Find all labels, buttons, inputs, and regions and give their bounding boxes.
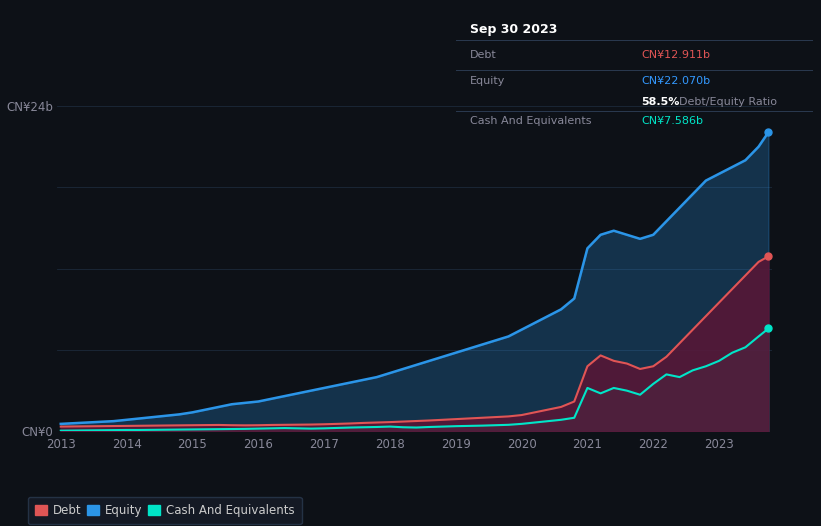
- Text: CN¥12.911b: CN¥12.911b: [641, 50, 710, 60]
- Text: CN¥22.070b: CN¥22.070b: [641, 76, 710, 86]
- Text: Debt/Equity Ratio: Debt/Equity Ratio: [679, 97, 777, 107]
- Text: Cash And Equivalents: Cash And Equivalents: [470, 116, 591, 126]
- Text: Equity: Equity: [470, 76, 505, 86]
- Text: Sep 30 2023: Sep 30 2023: [470, 23, 557, 36]
- Text: Debt: Debt: [470, 50, 497, 60]
- Text: 58.5%: 58.5%: [641, 97, 680, 107]
- Text: CN¥7.586b: CN¥7.586b: [641, 116, 704, 126]
- Legend: Debt, Equity, Cash And Equivalents: Debt, Equity, Cash And Equivalents: [28, 497, 301, 524]
